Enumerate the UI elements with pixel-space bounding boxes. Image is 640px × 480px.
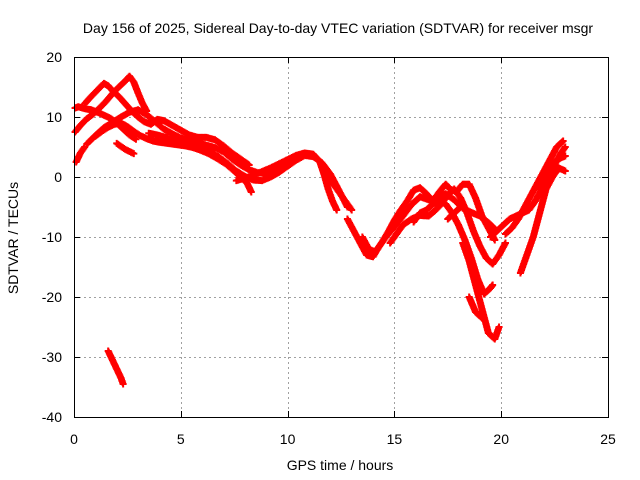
- data-point: [119, 380, 127, 388]
- data-point: [489, 281, 497, 289]
- series-arc-s: [516, 164, 569, 277]
- data-point: [247, 188, 255, 196]
- series-arc-u: [104, 347, 127, 388]
- y-tick-label: -40: [42, 409, 62, 425]
- data-point: [491, 236, 499, 244]
- data-layer: [71, 72, 569, 388]
- x-tick-label: 20: [493, 431, 509, 447]
- x-tick-label: 5: [177, 431, 185, 447]
- data-point: [501, 239, 509, 247]
- x-tick-label: 10: [280, 431, 296, 447]
- series-arc-k: [358, 180, 499, 256]
- data-point: [559, 137, 567, 145]
- series-arc-n: [459, 239, 503, 343]
- y-tick-label: 10: [46, 109, 62, 125]
- series-arc-b: [71, 72, 151, 136]
- data-point: [457, 203, 465, 211]
- series-arc-o: [465, 293, 486, 322]
- data-point: [348, 206, 356, 214]
- y-tick-label: 20: [46, 49, 62, 65]
- y-tick-label: -30: [42, 349, 62, 365]
- series-arc-i: [322, 172, 356, 214]
- data-point: [132, 135, 140, 143]
- x-axis-label: GPS time / hours: [287, 457, 394, 473]
- data-point: [561, 167, 569, 175]
- y-tick-label: 0: [54, 169, 62, 185]
- series-arc-v: [72, 143, 89, 166]
- data-point: [81, 143, 89, 151]
- x-tick-label: 25: [600, 431, 616, 447]
- grid-layer: [74, 57, 608, 417]
- series-arc-l: [386, 185, 509, 268]
- series-arc-e: [91, 119, 351, 211]
- series-arc-h: [232, 149, 341, 214]
- series-arc-t: [531, 152, 569, 193]
- data-point: [333, 206, 341, 214]
- x-tick-label: 15: [387, 431, 403, 447]
- y-axis-label: SDTVAR / TECUs: [5, 182, 21, 294]
- y-tick-label: -10: [42, 229, 62, 245]
- data-point: [561, 143, 569, 151]
- data-point: [561, 152, 569, 160]
- chart-title: Day 156 of 2025, Sidereal Day-to-day VTE…: [83, 20, 593, 36]
- series-arc-p: [444, 203, 465, 223]
- y-tick-label: -20: [42, 289, 62, 305]
- x-tick-label: 0: [70, 431, 78, 447]
- series-arc-f: [113, 139, 138, 158]
- tick-layer: 0 5 10 15 20 25 -40 -30 -20 -10 0 10 20: [42, 49, 616, 447]
- data-point: [130, 150, 138, 158]
- data-point: [495, 323, 503, 331]
- data-point: [478, 314, 486, 322]
